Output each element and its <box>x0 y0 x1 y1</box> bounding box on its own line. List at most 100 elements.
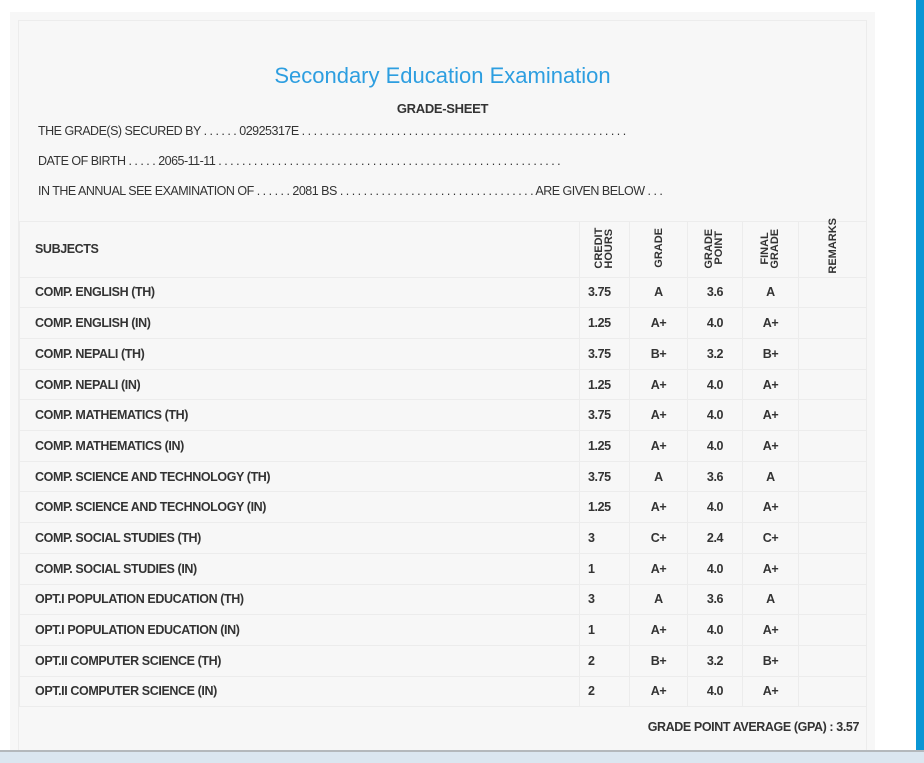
grade-point-cell: 4.0 <box>687 307 743 339</box>
grade-cell: A <box>629 460 688 493</box>
grade-cell: A <box>629 276 688 309</box>
table-row: COMP. MATHEMATICS (TH) 3.75 A+ 4.0 A+ <box>19 399 867 432</box>
grade-sheet-heading: GRADE-SHEET <box>396 101 489 116</box>
final-grade-cell: A <box>742 276 799 309</box>
grade-point-cell: 2.4 <box>687 522 743 554</box>
gpa-summary: GRADE POINT AVERAGE (GPA) : 3.57 <box>647 720 860 734</box>
side-accent-bar <box>916 0 924 751</box>
remarks-cell <box>798 430 867 462</box>
final-grade-cell: B+ <box>742 338 799 370</box>
credit-cell: 1.25 <box>579 307 630 339</box>
remarks-cell <box>798 460 867 493</box>
table-row: COMP. SOCIAL STUDIES (TH) 3 C+ 2.4 C+ <box>19 522 867 554</box>
grade-cell: A+ <box>629 399 688 432</box>
credit-cell: 1.25 <box>579 491 630 524</box>
grade-point-cell: 3.2 <box>687 644 743 677</box>
remarks-cell <box>798 307 867 339</box>
grades-table: SUBJECTS CREDIT HOURS GRADE GRADE POINT … <box>19 218 867 708</box>
grade-point-cell: 4.0 <box>687 675 743 708</box>
table-row: OPT.II COMPUTER SCIENCE (IN) 2 A+ 4.0 A+ <box>19 675 867 708</box>
remarks-cell <box>798 675 867 708</box>
credit-cell: 2 <box>579 675 630 708</box>
credit-cell: 3.75 <box>579 460 630 493</box>
final-grade-cell: C+ <box>742 522 799 554</box>
subject-cell: OPT.II COMPUTER SCIENCE (TH) <box>19 644 580 677</box>
table-row: OPT.I POPULATION EDUCATION (TH) 3 A 3.6 A <box>19 583 867 616</box>
subject-cell: COMP. ENGLISH (TH) <box>19 276 580 309</box>
remarks-cell <box>798 614 867 646</box>
subject-cell: OPT.I POPULATION EDUCATION (TH) <box>19 583 580 616</box>
subject-cell: COMP. MATHEMATICS (TH) <box>19 399 580 432</box>
table-row: COMP. MATHEMATICS (IN) 1.25 A+ 4.0 A+ <box>19 430 867 462</box>
secured-by-line: THE GRADE(S) SECURED BY . . . . . . 0292… <box>38 124 626 138</box>
final-grade-cell: A+ <box>742 430 799 462</box>
subject-cell: COMP. ENGLISH (IN) <box>19 307 580 339</box>
table-row: COMP. NEPALI (TH) 3.75 B+ 3.2 B+ <box>19 338 867 370</box>
final-grade-cell: B+ <box>742 644 799 677</box>
final-grade-cell: A+ <box>742 491 799 524</box>
subject-cell: COMP. SCIENCE AND TECHNOLOGY (TH) <box>19 460 580 493</box>
table-row: COMP. SCIENCE AND TECHNOLOGY (IN) 1.25 A+ 4… <box>19 491 867 524</box>
remarks-cell <box>798 583 867 616</box>
grade-point-cell: 3.6 <box>687 460 743 493</box>
remarks-cell <box>798 368 867 401</box>
subject-cell: COMP. SOCIAL STUDIES (TH) <box>19 522 580 554</box>
table-row: COMP. ENGLISH (TH) 3.75 A 3.6 A <box>19 276 867 309</box>
credit-cell: 3.75 <box>579 338 630 370</box>
table-row: OPT.II COMPUTER SCIENCE (TH) 2 B+ 3.2 B+ <box>19 644 867 677</box>
credit-cell: 3.75 <box>579 276 630 309</box>
final-grade-cell: A+ <box>742 307 799 339</box>
grade-point-cell: 4.0 <box>687 491 743 524</box>
header-final-grade: FINAL GRADE <box>758 227 781 268</box>
table-row: COMP. SOCIAL STUDIES (IN) 1 A+ 4.0 A+ <box>19 552 867 585</box>
exam-line: IN THE ANNUAL SEE EXAMINATION OF . . . .… <box>38 184 663 198</box>
final-grade-cell: A+ <box>742 368 799 401</box>
subject-cell: COMP. SOCIAL STUDIES (IN) <box>19 552 580 585</box>
subject-cell: OPT.I POPULATION EDUCATION (IN) <box>19 614 580 646</box>
grade-cell: A+ <box>629 552 688 585</box>
subject-cell: COMP. MATHEMATICS (IN) <box>19 430 580 462</box>
grade-cell: A+ <box>629 368 688 401</box>
grade-cell: B+ <box>629 338 688 370</box>
final-grade-cell: A+ <box>742 552 799 585</box>
grade-point-cell: 4.0 <box>687 430 743 462</box>
grade-cell: A+ <box>629 430 688 462</box>
grade-sheet: Secondary Education Examination GRADE-SH… <box>18 20 867 751</box>
bottom-bar <box>0 750 924 763</box>
final-grade-cell: A+ <box>742 399 799 432</box>
grade-point-cell: 4.0 <box>687 614 743 646</box>
header-grade: GRADE <box>652 227 665 268</box>
grade-cell: A+ <box>629 614 688 646</box>
exam-title: Secondary Education Examination <box>274 63 611 88</box>
subject-cell: COMP. NEPALI (IN) <box>19 368 580 401</box>
grade-point-cell: 3.2 <box>687 338 743 370</box>
credit-cell: 3 <box>579 583 630 616</box>
table-row: OPT.I POPULATION EDUCATION (IN) 1 A+ 4.0 A+ <box>19 614 867 646</box>
header-credit-hours: CREDIT HOURS <box>592 227 615 269</box>
grade-cell: A+ <box>629 307 688 339</box>
remarks-cell <box>798 276 867 309</box>
grade-point-cell: 4.0 <box>687 552 743 585</box>
grade-point-cell: 3.6 <box>687 583 743 616</box>
subject-cell: COMP. SCIENCE AND TECHNOLOGY (IN) <box>19 491 580 524</box>
grade-cell: C+ <box>629 522 688 554</box>
header-subjects: SUBJECTS <box>19 221 580 278</box>
remarks-cell <box>798 491 867 524</box>
final-grade-cell: A+ <box>742 614 799 646</box>
remarks-cell <box>798 338 867 370</box>
grade-cell: A+ <box>629 491 688 524</box>
grade-point-cell: 3.6 <box>687 276 743 309</box>
dob-line: DATE OF BIRTH . . . . . 2065-11-11 . . .… <box>38 154 561 168</box>
header-grade-point: GRADE POINT <box>703 227 725 268</box>
grade-point-cell: 4.0 <box>687 368 743 401</box>
grade-sheet-panel: Secondary Education Examination GRADE-SH… <box>10 12 875 751</box>
grade-point-cell: 4.0 <box>687 399 743 432</box>
subject-cell: COMP. NEPALI (TH) <box>19 338 580 370</box>
grade-cell: A <box>629 583 688 616</box>
credit-cell: 1.25 <box>579 368 630 401</box>
credit-cell: 1 <box>579 614 630 646</box>
remarks-cell <box>798 552 867 585</box>
grade-cell: B+ <box>629 644 688 677</box>
final-grade-cell: A <box>742 583 799 616</box>
credit-cell: 1 <box>579 552 630 585</box>
